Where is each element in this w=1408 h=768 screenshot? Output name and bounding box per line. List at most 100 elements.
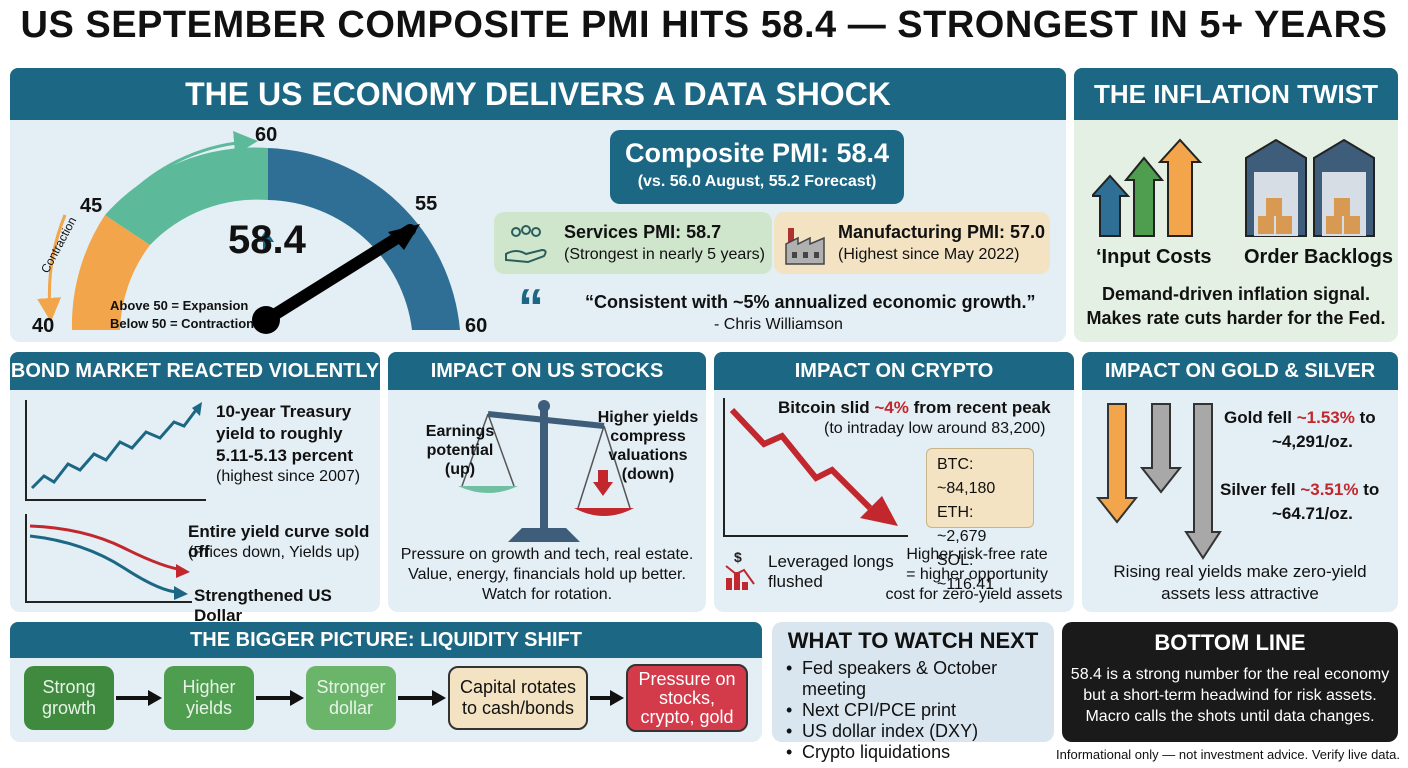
silver-post: to (1358, 480, 1380, 499)
bigger-picture-panel: THE BIGGER PICTURE: LIQUIDITY SHIFT Stro… (10, 622, 762, 742)
falling-arrows-icon (1096, 403, 1222, 560)
bonds-header: BOND MARKET REACTED VIOLENTLY (10, 352, 380, 390)
metals-panel: IMPACT ON GOLD & SILVER Gold fell ~1.53%… (1082, 352, 1398, 612)
curve-text-1: Entire yield curve sold off (188, 522, 370, 561)
btc-slid-pct: ~4% (874, 398, 909, 417)
gauge-blue-arc (268, 148, 460, 330)
gold-text: Gold fell ~1.53% to (1224, 408, 1376, 428)
watch-panel: WHAT TO WATCH NEXT Fed speakers & Octobe… (772, 622, 1054, 763)
crypto-panel: IMPACT ON CRYPTO Bitcoin slid ~4% from r… (714, 352, 1074, 612)
order-backlogs-label: Order Backlogs (1244, 246, 1393, 268)
step-stronger-dollar-label: Stronger dollar (316, 677, 386, 718)
stocks-left-label: Earnings potential (up) (425, 423, 495, 478)
gauge-tick-60-right: 60 (465, 315, 488, 337)
watch-header: WHAT TO WATCH NEXT (787, 628, 1039, 653)
economy-header: THE US ECONOMY DELIVERS A DATA SHOCK (10, 68, 1066, 120)
gauge-orange-arc (71, 215, 150, 330)
yield-text-2: yield to roughly (216, 424, 343, 443)
stocks-right-label: Higher yields compress valuations (down) (597, 409, 699, 483)
gauge-top-arrow (118, 131, 258, 206)
step-capital-rotates: Capital rotates to cash/bonds (448, 666, 588, 730)
services-pmi-box: Services PMI: 58.7 (Strongest in nearly … (494, 212, 772, 274)
gauge-needle (260, 224, 416, 326)
gauge-legend-below: Below 50 = Contraction (110, 316, 255, 331)
gauge-tick-55: 55 (415, 193, 438, 215)
disclaimer: Informational only — not investment advi… (1056, 747, 1400, 762)
step-capital-rotates-label: Capital rotates to cash/bonds (459, 677, 577, 718)
yield-curve-chart (25, 514, 192, 603)
inflation-text-1: Demand-driven inflation signal. (1101, 284, 1371, 304)
watch-item: US dollar index (DXY) (786, 721, 1054, 742)
price-eth: ETH: ~2,679 (937, 504, 987, 545)
crypto-header: IMPACT ON CRYPTO (714, 352, 1074, 390)
gauge-mint-arc (105, 147, 268, 245)
gauge-value: 58.4 (228, 218, 306, 262)
step-stronger-dollar: Stronger dollar (306, 666, 396, 730)
stocks-text-2: Value, energy, financials hold up better… (408, 566, 686, 583)
manufacturing-pmi-box: Manufacturing PMI: 57.0 (Highest since M… (774, 212, 1050, 274)
crypto-decline-chart (723, 398, 908, 537)
btc-slid-post: from recent peak (908, 398, 1051, 417)
quote-author: - Chris Williamson (714, 316, 843, 333)
gauge-tick-45: 45 (80, 195, 103, 217)
step-higher-yields-label: Higher yields (182, 677, 236, 718)
btc-slid-pre: Bitcoin slid (778, 398, 875, 417)
curve-text-2: (Prices down, Yields up) (188, 544, 360, 561)
silver-pre: Silver fell (1220, 480, 1301, 499)
quote-text: “Consistent with ~5% annualized economic… (585, 292, 1036, 312)
gold-pct: ~1.53% (1296, 408, 1355, 427)
bottom-line-text-2: but a short-term headwind for risk asset… (1083, 687, 1377, 704)
dollar-text: Strengthened US Dollar (194, 586, 332, 625)
gauge-tick-60-top: 60 (255, 124, 278, 146)
stocks-header: IMPACT ON US STOCKS (388, 352, 706, 390)
riskfree-text-3: cost for zero-yield assets (885, 586, 1063, 603)
stocks-text-3: Watch for rotation. (481, 586, 613, 603)
leveraged-text: Leveraged longs flushed (768, 552, 894, 591)
rising-arrows-icon (1092, 138, 1203, 237)
bottom-line-text-1: 58.4 is a strong number for the real eco… (1070, 666, 1390, 683)
balance-scale-icon (458, 400, 634, 542)
step-pressure: Pressure on stocks, crypto, gold (626, 664, 748, 732)
manufacturing-pmi-title: Manufacturing PMI: 57.0 (838, 222, 1046, 242)
step-higher-yields: Higher yields (164, 666, 254, 730)
flow-arrows (116, 690, 624, 706)
btc-slid-sub: (to intraday low around 83,200) (824, 420, 1046, 437)
bigger-picture-header: THE BIGGER PICTURE: LIQUIDITY SHIFT (10, 622, 762, 658)
composite-pmi-title: Composite PMI: 58.4 (624, 138, 890, 168)
gold-price: ~4,291/oz. (1272, 432, 1353, 451)
svg-text:$: $ (734, 549, 742, 565)
watch-item: Fed speakers & October meeting (786, 658, 1054, 700)
services-pmi-title: Services PMI: 58.7 (564, 222, 722, 242)
watch-item: Crypto liquidations (786, 742, 1054, 763)
yield-text-4: (highest since 2007) (216, 468, 361, 485)
metals-text-2: assets less attractive (1161, 584, 1319, 603)
silver-text: Silver fell ~3.51% to (1220, 480, 1379, 500)
watch-item: Next CPI/PCE print (786, 700, 1054, 721)
step-strong-growth-label: Strong growth (41, 677, 97, 718)
metals-text-1: Rising real yields make zero-yield (1113, 562, 1367, 581)
economy-panel: THE US ECONOMY DELIVERS A DATA SHOCK 40 … (10, 68, 1066, 342)
metals-header: IMPACT ON GOLD & SILVER (1082, 352, 1398, 390)
price-btc: BTC: ~84,180 (937, 456, 996, 497)
silver-pct: ~3.51% (1300, 480, 1359, 499)
riskfree-text-2: = higher opportunity (906, 566, 1048, 583)
bonds-panel: BOND MARKET REACTED VIOLENTLY 10-year Tr… (10, 352, 380, 625)
services-icon (505, 225, 547, 264)
yield-text-3: 5.11-5.13 percent (216, 446, 354, 465)
bottom-line-panel: BOTTOM LINE 58.4 is a strong number for … (1062, 622, 1398, 742)
yield-rising-chart (25, 400, 206, 501)
factory-icon (785, 228, 825, 265)
gauge-legend-above: Above 50 = Expansion (110, 298, 249, 313)
composite-pmi-box: Composite PMI: 58.4 (vs. 56.0 August, 55… (610, 130, 904, 204)
watch-list: Fed speakers & October meeting Next CPI/… (786, 658, 1054, 763)
manufacturing-pmi-sub: (Highest since May 2022) (838, 246, 1020, 263)
stocks-panel: IMPACT ON US STOCKS Earnings potential (… (388, 352, 706, 612)
inflation-panel: THE INFLATION TWIST ‘Input Costs Order B… (1074, 68, 1398, 342)
inflation-text-2: Makes rate cuts harder for the Fed. (1086, 308, 1386, 328)
price-sol: SOL: ~116.41 (937, 552, 995, 593)
gold-pre: Gold fell (1224, 408, 1297, 427)
warehouse-boxes-icon (1245, 138, 1375, 237)
crypto-price-box: BTC: ~84,180 ETH: ~2,679 SOL: ~116.41 (926, 448, 1034, 593)
step-strong-growth: Strong growth (24, 666, 114, 730)
liquidation-icon: $ (725, 549, 755, 590)
